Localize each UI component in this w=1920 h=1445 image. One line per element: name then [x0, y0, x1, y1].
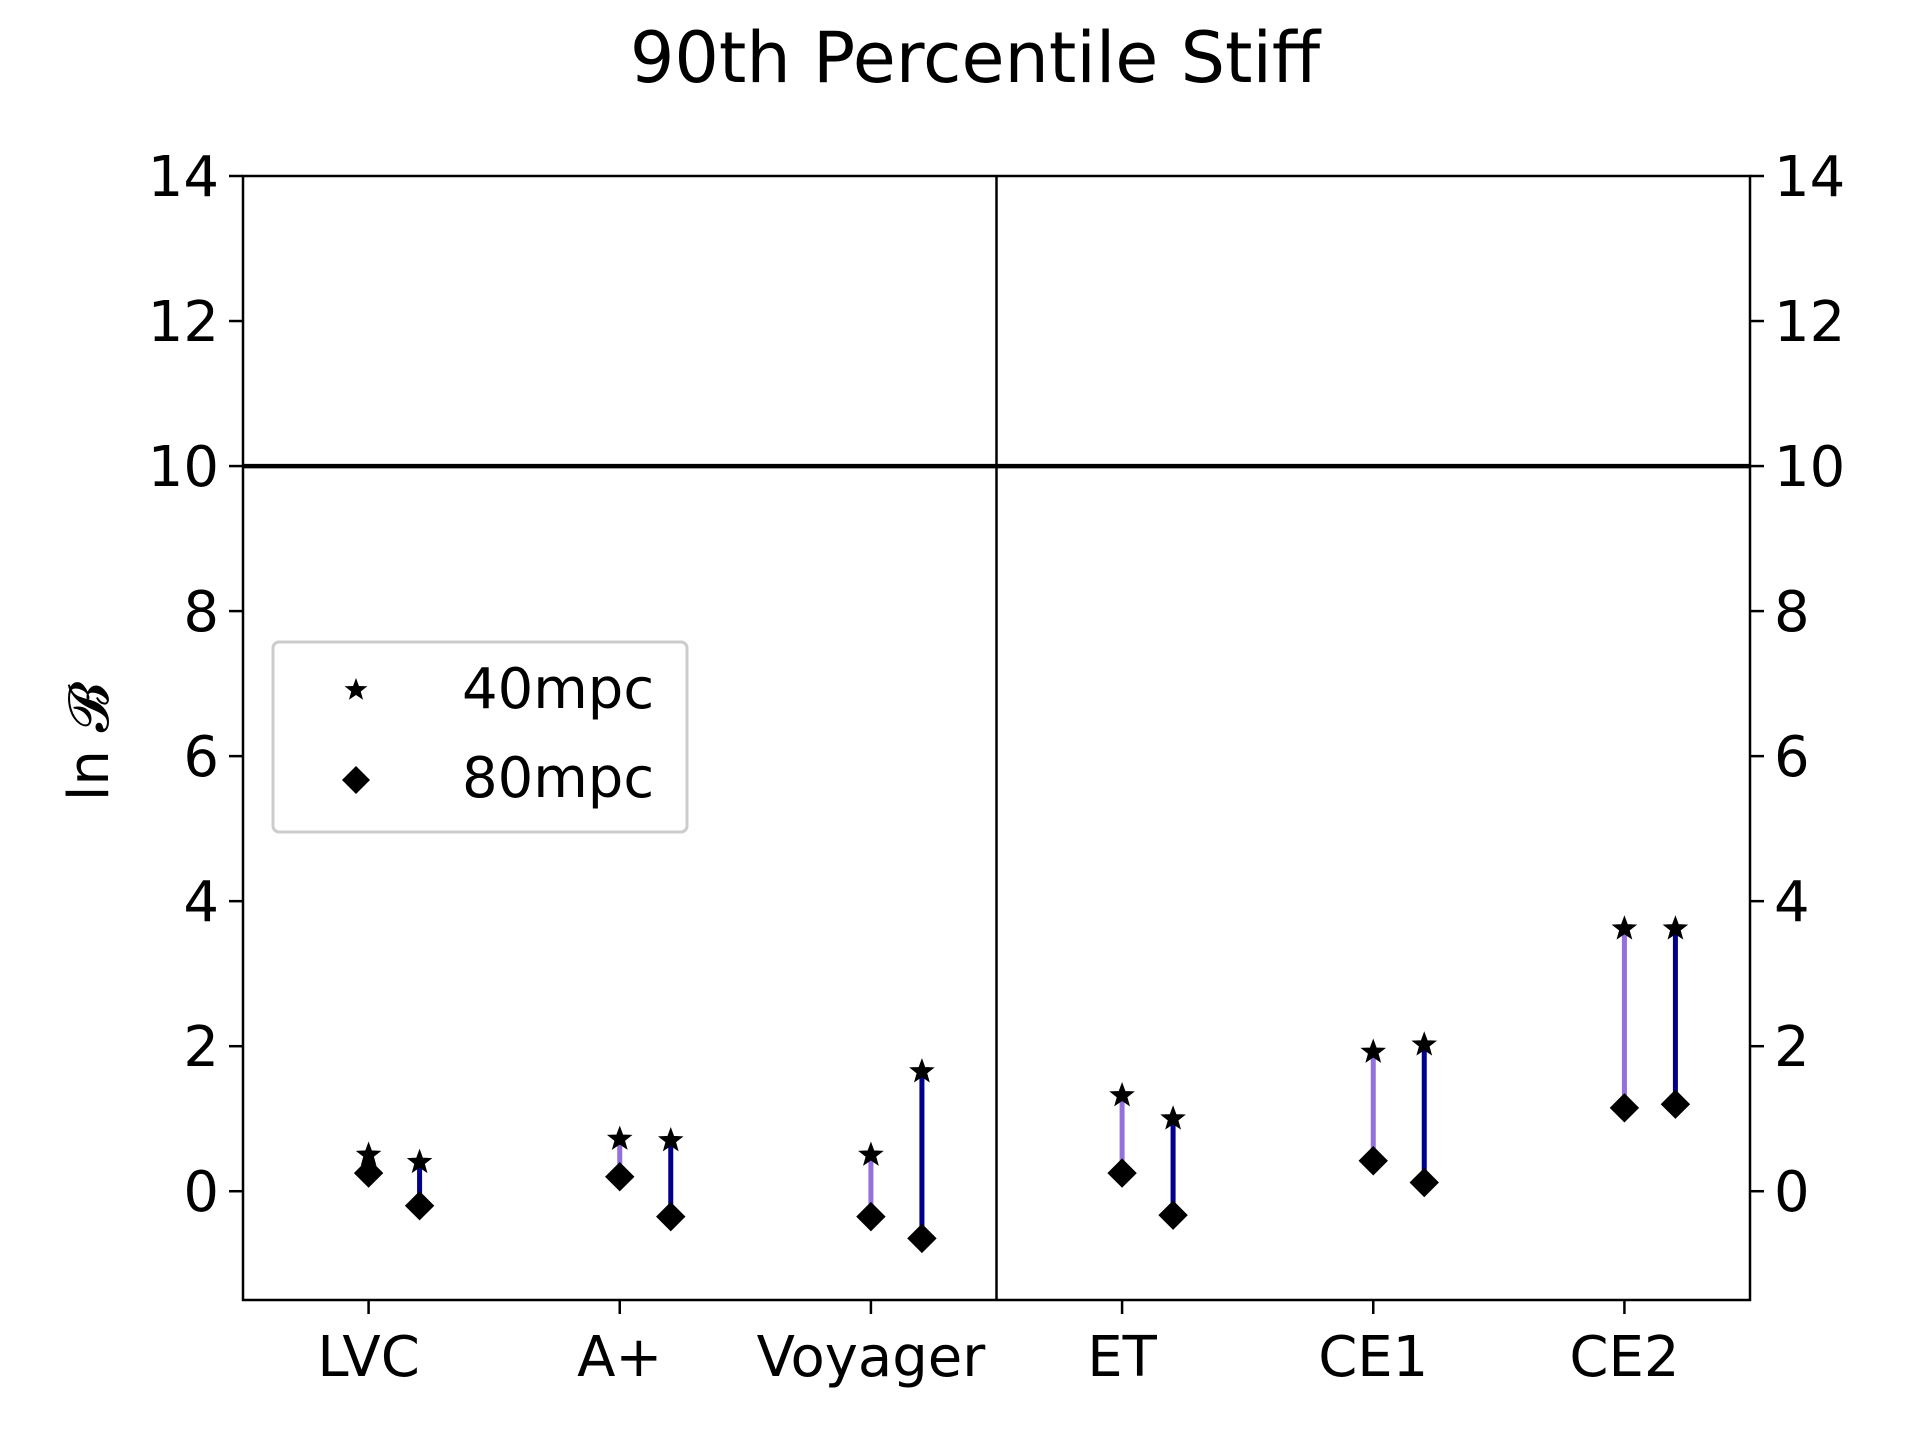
point-80mpc-series-0-0 — [353, 1158, 384, 1188]
y-tick-label-right: 12 — [1774, 290, 1845, 355]
x-tick-label-ce2: CE2 — [1569, 1325, 1679, 1390]
y-tick-label-left: 0 — [183, 1160, 219, 1225]
y-tick-label-left: 12 — [148, 290, 219, 355]
legend-label-80mpc: 80mpc — [462, 746, 654, 811]
point-40mpc-series-1-0 — [406, 1148, 433, 1174]
y-tick-label-left: 4 — [183, 870, 219, 935]
point-80mpc-series-1-0 — [404, 1191, 435, 1221]
point-40mpc-series-1-4 — [1411, 1031, 1438, 1056]
y-tick-label-left: 10 — [148, 435, 219, 500]
point-40mpc-series-1-3 — [1160, 1105, 1186, 1130]
point-80mpc-series-0-2 — [856, 1201, 886, 1232]
point-80mpc-series-0-5 — [1609, 1093, 1640, 1123]
point-40mpc-series-0-2 — [858, 1141, 884, 1166]
y-tick-label-right: 6 — [1774, 725, 1810, 790]
y-tick-label-right: 10 — [1774, 435, 1845, 500]
x-tick-label-a: A+ — [577, 1325, 662, 1390]
chart-title: 90th Percentile Stiff — [630, 17, 1322, 99]
y-axis-label: ln 𝓑 — [57, 681, 122, 801]
legend-marker-diamond — [342, 766, 370, 794]
y-tick-label-right: 2 — [1774, 1015, 1810, 1080]
point-40mpc-series-0-4 — [1360, 1038, 1387, 1063]
point-80mpc-series-1-2 — [907, 1223, 937, 1254]
x-tick-label-lvc: LVC — [317, 1325, 419, 1390]
legend-frame — [271, 640, 689, 834]
point-40mpc-series-1-5 — [1662, 915, 1689, 940]
legend-star-icon — [344, 678, 368, 700]
x-tick-label-voyager: Voyager — [757, 1325, 987, 1390]
point-80mpc-series-0-1 — [605, 1162, 635, 1192]
y-tick-label-right: 14 — [1774, 145, 1845, 210]
y-tick-label-left: 6 — [183, 725, 219, 790]
legend-marker-star — [344, 678, 368, 700]
point-40mpc-series-0-3 — [1109, 1082, 1135, 1107]
point-80mpc-series-1-5 — [1660, 1089, 1691, 1119]
plot-layer: 0 0 2 2 4 4 6 6 8 8 10 10 12 12 14 14 LVC A+ Voyager ET CE1 C… — [148, 145, 1846, 1390]
y-tick-label-right: 0 — [1774, 1160, 1810, 1225]
point-80mpc-series-1-1 — [656, 1201, 686, 1232]
y-tick-label-right: 8 — [1774, 580, 1810, 645]
y-tick-label-left: 8 — [183, 580, 219, 645]
point-80mpc-series-1-4 — [1409, 1167, 1439, 1198]
legend: 40mpc 80mpc — [271, 640, 689, 834]
point-80mpc-series-0-3 — [1107, 1158, 1137, 1188]
point-40mpc-series-0-1 — [606, 1125, 633, 1150]
y-tick-label-left: 2 — [183, 1015, 219, 1080]
point-80mpc-series-0-4 — [1358, 1146, 1388, 1176]
x-tick-label-et: ET — [1087, 1325, 1157, 1390]
y-tick-label-left: 14 — [148, 145, 219, 210]
x-tick-label-ce1: CE1 — [1318, 1325, 1428, 1390]
point-80mpc-series-1-3 — [1158, 1200, 1188, 1230]
point-40mpc-series-0-0 — [355, 1141, 382, 1166]
y-tick-label-right: 4 — [1774, 870, 1810, 935]
legend-label-40mpc: 40mpc — [462, 657, 654, 722]
point-40mpc-series-1-1 — [657, 1127, 684, 1152]
legend-diamond-icon — [342, 766, 370, 794]
point-40mpc-series-0-5 — [1611, 915, 1638, 940]
point-40mpc-series-1-2 — [909, 1058, 935, 1083]
